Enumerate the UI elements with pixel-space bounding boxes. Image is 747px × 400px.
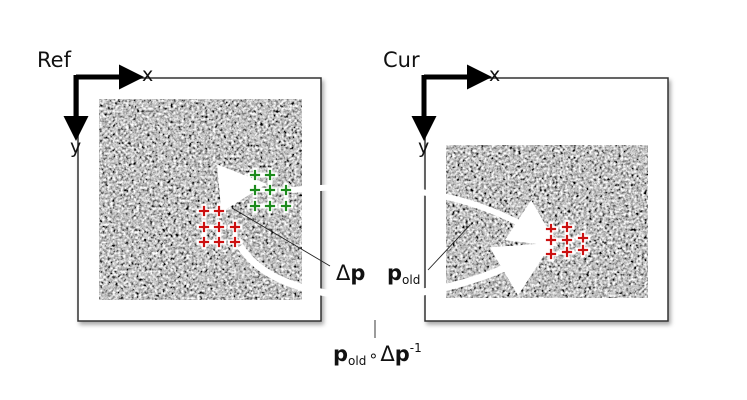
cross-marker bbox=[278, 198, 294, 214]
old-subscript: old bbox=[348, 354, 367, 368]
warp-marker-grid bbox=[247, 167, 294, 214]
cross-marker bbox=[559, 244, 575, 260]
cross-marker bbox=[543, 221, 559, 237]
cross-marker bbox=[196, 234, 212, 250]
p-var: p bbox=[394, 342, 410, 366]
cross-marker bbox=[543, 246, 559, 262]
cross-marker bbox=[262, 182, 278, 198]
cross-marker bbox=[247, 167, 263, 183]
cur-axes bbox=[411, 64, 492, 141]
p-old-label: pold bbox=[387, 261, 421, 287]
p-var: p bbox=[350, 261, 366, 285]
cross-marker bbox=[559, 219, 575, 235]
ref-frame bbox=[77, 77, 322, 322]
cross-marker bbox=[211, 234, 227, 250]
cross-marker bbox=[227, 234, 243, 250]
ref-marker-grid bbox=[196, 203, 243, 250]
cross-marker bbox=[227, 219, 243, 235]
delta-symbol: Δ bbox=[336, 261, 351, 285]
cur-x-axis-label: x bbox=[489, 64, 501, 86]
ref-title: Ref bbox=[37, 48, 71, 72]
compose-operator: ∘ bbox=[368, 346, 379, 365]
p-var: p bbox=[333, 342, 349, 366]
cur-marker-grid bbox=[543, 219, 591, 262]
p-var: p bbox=[387, 261, 403, 285]
arrow-ref-to-warp bbox=[216, 164, 267, 213]
cross-marker bbox=[247, 182, 263, 198]
cross-marker bbox=[543, 232, 559, 248]
cross-marker bbox=[196, 219, 212, 235]
cur-y-axis-label: y bbox=[418, 136, 430, 158]
cross-marker bbox=[211, 203, 227, 219]
ref-y-axis-label: y bbox=[70, 136, 82, 158]
cross-marker bbox=[575, 230, 591, 246]
arrow-ref-to-cur bbox=[237, 242, 553, 300]
cross-marker bbox=[575, 242, 591, 258]
cross-marker bbox=[262, 167, 278, 183]
delta-symbol: Δ bbox=[380, 342, 395, 366]
cross-marker bbox=[262, 198, 278, 214]
ref-x-axis-label: x bbox=[142, 64, 154, 86]
cross-marker bbox=[247, 198, 263, 214]
cur-warped-image bbox=[446, 145, 648, 298]
cross-marker bbox=[196, 203, 212, 219]
cur-title: Cur bbox=[383, 48, 420, 72]
cross-marker bbox=[211, 219, 227, 235]
cross-marker bbox=[278, 182, 294, 198]
inverse-superscript: -1 bbox=[409, 341, 422, 355]
old-subscript: old bbox=[402, 273, 421, 287]
delta-p-label: Δp bbox=[336, 263, 365, 284]
leader-delta-p bbox=[231, 207, 331, 267]
leader-p-old bbox=[427, 224, 471, 271]
composition-label: pold ∘Δp-1 bbox=[333, 342, 422, 367]
cross-marker bbox=[559, 232, 575, 248]
arrow-delta-to-cur bbox=[291, 184, 559, 247]
ref-axes bbox=[63, 64, 144, 141]
